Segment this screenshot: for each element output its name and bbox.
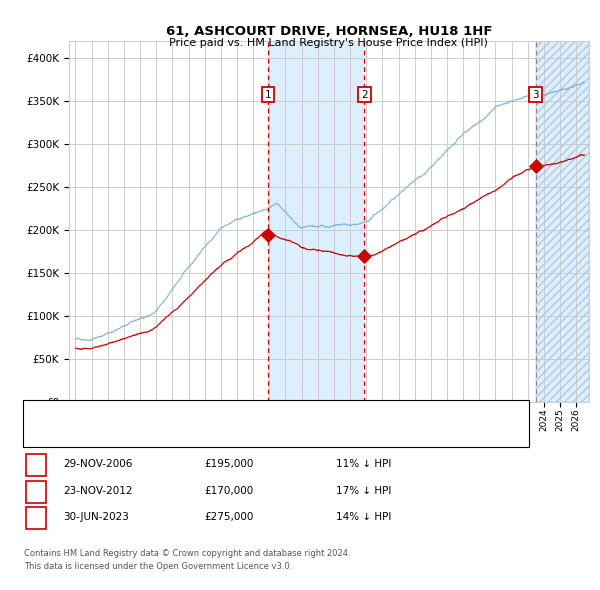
Bar [268, 41, 364, 402]
Text: 29-NOV-2006: 29-NOV-2006 [63, 460, 133, 469]
Text: 3: 3 [32, 513, 40, 522]
Text: 3: 3 [532, 90, 539, 100]
Text: Price paid vs. HM Land Registry's House Price Index (HPI): Price paid vs. HM Land Registry's House … [169, 38, 488, 48]
Text: ——: —— [30, 402, 55, 415]
Text: ——: —— [30, 430, 55, 443]
Text: 30-JUN-2023: 30-JUN-2023 [63, 513, 129, 522]
Text: 23-NOV-2012: 23-NOV-2012 [63, 486, 133, 496]
Text: 17% ↓ HPI: 17% ↓ HPI [336, 486, 391, 496]
Text: 14% ↓ HPI: 14% ↓ HPI [336, 513, 391, 522]
Text: HPI: Average price, detached house, East Riding of Yorkshire: HPI: Average price, detached house, East… [57, 432, 359, 441]
Text: £170,000: £170,000 [204, 486, 253, 496]
Text: £275,000: £275,000 [204, 513, 253, 522]
Text: Contains HM Land Registry data © Crown copyright and database right 2024.: Contains HM Land Registry data © Crown c… [24, 549, 350, 558]
Bar [536, 41, 589, 402]
Text: 1: 1 [265, 90, 271, 100]
Text: 1: 1 [32, 460, 40, 469]
Text: £195,000: £195,000 [204, 460, 253, 469]
Point [359, 251, 369, 261]
Text: 61, ASHCOURT DRIVE, HORNSEA, HU18 1HF (detached house): 61, ASHCOURT DRIVE, HORNSEA, HU18 1HF (d… [57, 404, 367, 413]
Text: 11% ↓ HPI: 11% ↓ HPI [336, 460, 391, 469]
Text: This data is licensed under the Open Government Licence v3.0.: This data is licensed under the Open Gov… [24, 562, 292, 571]
Text: 61, ASHCOURT DRIVE, HORNSEA, HU18 1HF: 61, ASHCOURT DRIVE, HORNSEA, HU18 1HF [166, 25, 492, 38]
Point [263, 230, 272, 240]
Text: 2: 2 [32, 486, 40, 496]
Bar [536, 41, 589, 402]
Text: 2: 2 [361, 90, 368, 100]
Point [531, 161, 541, 171]
